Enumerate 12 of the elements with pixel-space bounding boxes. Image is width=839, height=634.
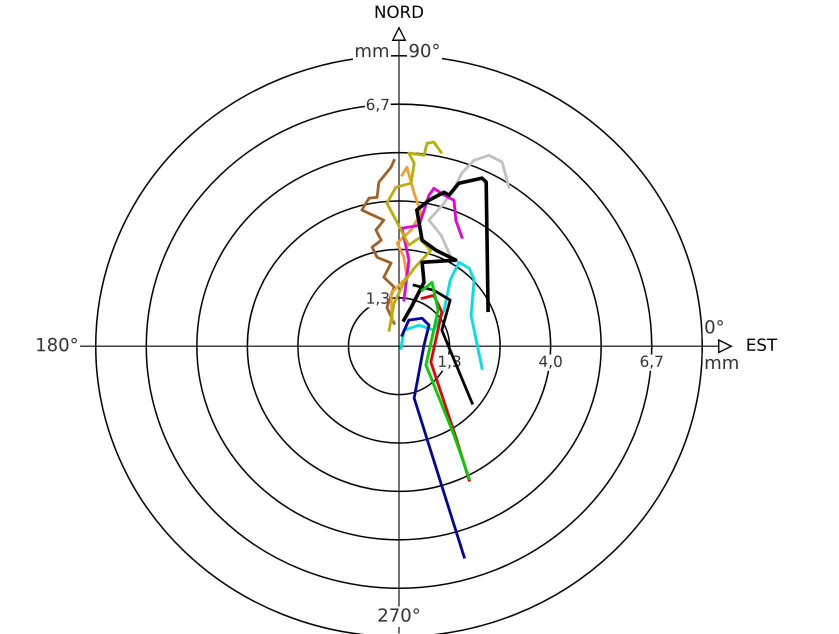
line-series	[400, 316, 466, 559]
x-tick-label: 4,0	[539, 356, 562, 369]
annotation: mm	[356, 47, 388, 58]
annotation: 180°	[37, 338, 77, 352]
x-axis-title: EST	[747, 338, 778, 352]
y-axis-title: NORD	[376, 5, 424, 18]
annotation: 90°	[410, 44, 439, 58]
annotation: 270°	[378, 608, 420, 622]
x-tick-label: 6,7	[640, 356, 663, 369]
line-series	[360, 158, 396, 325]
annotation: 0°	[705, 320, 723, 334]
annotation: mm	[706, 358, 738, 369]
